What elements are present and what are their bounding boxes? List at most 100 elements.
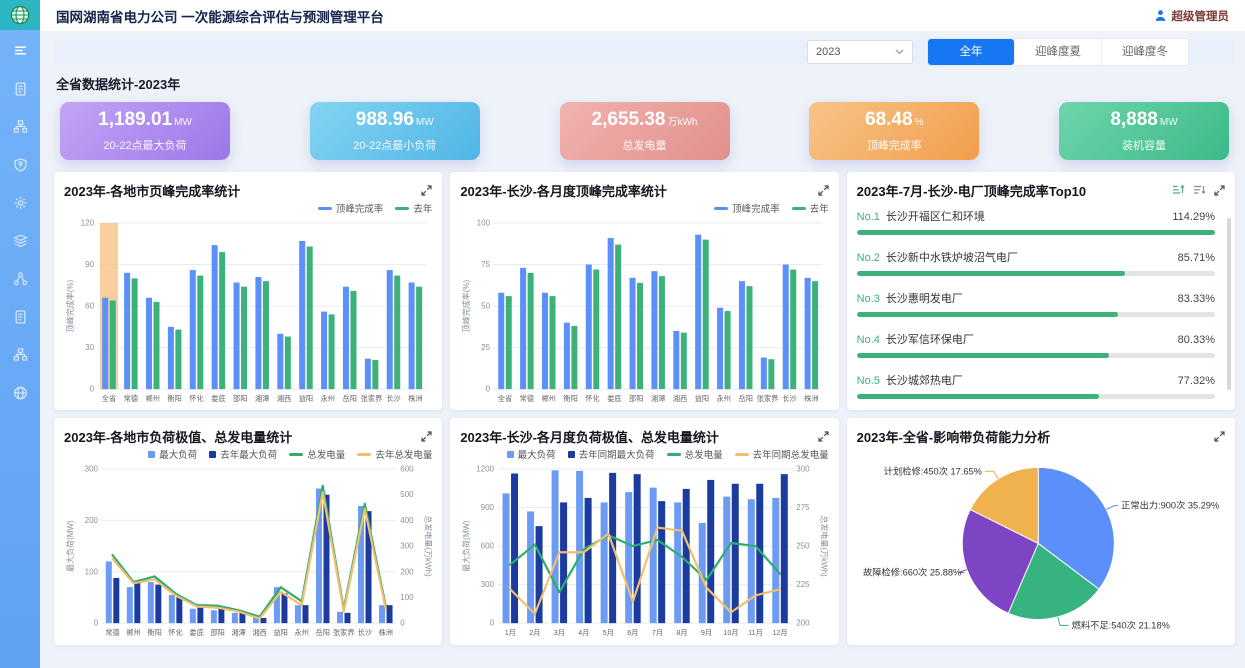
- changsha-monthly-peak-rate-chart: 0 25 50 75 100 顶峰完成率(%) 全省 常德 郴州 衡阳 怀化 娄底 邵阳 湘潭 湘西 益阳 永州…: [460, 215, 828, 405]
- svg-text:11月: 11月: [749, 628, 764, 637]
- expand-icon[interactable]: [1214, 430, 1225, 442]
- header: 国网湖南省电力公司 一次能源综合评估与预测管理平台 超级管理员: [40, 0, 1245, 32]
- top10-item-2[interactable]: No.2 长沙新中水铁炉坡沼气电厂 85.71%: [856, 249, 1215, 276]
- legend-item[interactable]: 顶峰完成率: [317, 201, 383, 215]
- top10-item-1[interactable]: No.1 长沙开福区仁和环境 114.29%: [856, 208, 1215, 235]
- legend-label: 总发电量: [684, 450, 723, 461]
- legend-marker: [506, 450, 514, 458]
- legend-label: 去年: [413, 204, 433, 215]
- legend-item[interactable]: 去年: [791, 201, 829, 215]
- legend-item[interactable]: 去年: [395, 201, 432, 215]
- legend-item[interactable]: 总发电量: [666, 447, 723, 461]
- shield-icon: [14, 158, 26, 172]
- bar-line-chart-svg: 0 100 200 300 0 100 200 300 400 500 600 最大负荷(MW) 总发电…: [65, 465, 432, 638]
- svg-text:100: 100: [85, 567, 99, 576]
- rank-label: No.1: [856, 211, 880, 223]
- top10-item-row: No.4 长沙军信环保电厂 80.33%: [857, 331, 1215, 347]
- sidebar-item-share-6[interactable]: [9, 271, 31, 287]
- svg-text:100: 100: [400, 593, 414, 602]
- top10-item-row: No.2 长沙新中水铁炉坡沼气电厂 85.71%: [857, 249, 1215, 265]
- legend-label: 去年最大负荷: [220, 450, 278, 461]
- progress-fill: [856, 230, 1215, 235]
- legend-item[interactable]: 最大负荷: [506, 447, 556, 461]
- sidebar-item-document-1[interactable]: [9, 81, 31, 97]
- svg-text:张家界: 张家界: [757, 394, 779, 403]
- plant-name: 长沙军信环保电厂: [885, 334, 974, 346]
- svg-text:郴州: 郴州: [126, 628, 140, 637]
- svg-text:衡阳: 衡阳: [167, 394, 181, 403]
- legend-item[interactable]: 去年最大负荷: [209, 447, 277, 461]
- svg-text:100: 100: [477, 219, 491, 228]
- stat-value: 1,189.01 MW: [98, 108, 192, 130]
- panel-load-capacity-analysis: 2023年-全省-影响带负荷能力分析 正常出力:900次 35.29% 燃料不足:…: [846, 418, 1235, 645]
- user-menu[interactable]: 超级管理员: [1154, 8, 1229, 24]
- svg-text:益阳: 益阳: [695, 394, 709, 403]
- svg-text:永州: 永州: [321, 394, 335, 403]
- svg-text:娄底: 娄底: [608, 394, 622, 403]
- svg-text:常德: 常德: [520, 394, 534, 403]
- top10-item-4[interactable]: No.4 长沙军信环保电厂 80.33%: [856, 331, 1215, 358]
- svg-text:益阳: 益阳: [273, 628, 287, 637]
- expand-icon[interactable]: [818, 430, 829, 442]
- stat-label: 装机容量: [1122, 139, 1166, 152]
- chart-legend: 顶峰完成率 去年: [64, 201, 432, 215]
- sort-ascending-icon[interactable]: [1172, 184, 1185, 196]
- svg-text:50: 50: [481, 302, 490, 311]
- stat-label: 20-22点最大负荷: [103, 139, 187, 152]
- legend-item[interactable]: 最大负荷: [148, 447, 197, 461]
- sidebar-item-shield-3[interactable]: [9, 157, 31, 173]
- svg-text:株洲: 株洲: [408, 394, 422, 403]
- panel-title: 2023年-全省-影响带负荷能力分析: [856, 429, 1051, 445]
- season-tab-0[interactable]: 全年: [928, 39, 1014, 65]
- main-content: 2023 全年 迎峰度夏 迎峰度冬 全省数据统计-2023年 1,189.01 MW 2…: [40, 32, 1245, 668]
- svg-text:湘潭: 湘潭: [255, 394, 269, 403]
- sidebar-nav: [0, 30, 40, 401]
- svg-text:湘潭: 湘潭: [231, 628, 245, 637]
- completion-value: 77.32%: [1177, 375, 1215, 387]
- stat-card-3: 68.48% 顶峰完成率: [809, 102, 980, 160]
- load-capacity-pie-chart: 正常出力:900次 35.29% 燃料不足:540次 21.18% 故障检修:660…: [857, 446, 1225, 637]
- svg-text:湘潭: 湘潭: [651, 394, 665, 403]
- season-tab-2[interactable]: 迎峰度冬: [1101, 39, 1188, 65]
- sidebar-item-document-7[interactable]: [9, 309, 31, 325]
- legend-marker: [734, 452, 749, 456]
- sidebar-item-topology-2[interactable]: [9, 119, 31, 135]
- svg-text:275: 275: [797, 503, 811, 512]
- sidebar-item-topology-8[interactable]: [9, 347, 31, 363]
- year-select[interactable]: 2023: [807, 40, 913, 64]
- sidebar-item-gear-4[interactable]: [9, 195, 31, 211]
- expand-icon[interactable]: [421, 184, 432, 196]
- legend-item[interactable]: 去年同期总发电量: [734, 447, 829, 461]
- svg-text:计划检修:450次 17.65%: 计划检修:450次 17.65%: [883, 465, 981, 476]
- sidebar-item-layers-5[interactable]: [9, 233, 31, 249]
- svg-text:200: 200: [400, 567, 414, 576]
- svg-text:衡阳: 衡阳: [147, 628, 161, 637]
- season-tab-1[interactable]: 迎峰度夏: [1014, 39, 1101, 65]
- pie-chart-svg: 正常出力:900次 35.29% 燃料不足:540次 21.18% 故障检修:660…: [863, 465, 1219, 630]
- legend-item[interactable]: 去年同期最大负荷: [567, 447, 655, 461]
- legend-item[interactable]: 去年总发电量: [357, 447, 432, 461]
- top10-item-3[interactable]: No.3 长沙惠明发电厂 83.33%: [856, 290, 1215, 317]
- svg-text:200: 200: [85, 516, 99, 525]
- list-scrollbar[interactable]: [1226, 218, 1231, 390]
- expand-icon[interactable]: [421, 430, 432, 442]
- sort-descending-icon[interactable]: [1193, 184, 1206, 196]
- svg-text:0: 0: [486, 385, 491, 394]
- city-load-generation-chart: 0 100 200 300 0 100 200 300 400 500 600 最大负荷(MW) 总发电…: [64, 461, 432, 639]
- sidebar-item-globe-9[interactable]: [9, 385, 31, 401]
- legend-item[interactable]: 顶峰完成率: [714, 201, 780, 215]
- expand-icon[interactable]: [1214, 184, 1225, 196]
- expand-icon[interactable]: [818, 184, 829, 196]
- svg-text:燃料不足:540次 21.18%: 燃料不足:540次 21.18%: [1071, 619, 1169, 630]
- legend-item[interactable]: 总发电量: [289, 447, 345, 461]
- stat-unit: %: [914, 116, 924, 128]
- globe-icon: [13, 386, 27, 400]
- top10-item-5[interactable]: No.5 长沙城郊热电厂 77.32%: [856, 372, 1215, 399]
- legend-marker: [395, 206, 410, 210]
- stat-card-0: 1,189.01 MW 20-22点最大负荷: [60, 102, 230, 160]
- completion-value: 80.33%: [1177, 334, 1215, 346]
- sidebar-item-menu-0[interactable]: [9, 43, 31, 59]
- chart-legend: 最大负荷 去年同期最大负荷 总发电量 去年同期总发电量: [460, 447, 829, 461]
- svg-text:顶峰完成率(%): 顶峰完成率(%): [461, 280, 471, 333]
- svg-text:永州: 永州: [717, 394, 731, 403]
